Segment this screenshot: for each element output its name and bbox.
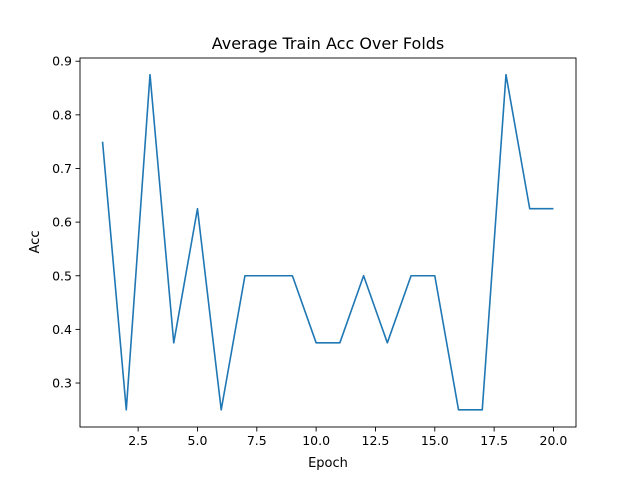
y-tick-label: 0.4 (52, 322, 72, 337)
x-axis-label: Epoch (308, 456, 348, 471)
y-axis-label: Acc (28, 231, 43, 254)
x-tick-label: 15.0 (421, 433, 449, 448)
chart-title: Average Train Acc Over Folds (212, 34, 445, 53)
x-tick-label: 20.0 (540, 433, 568, 448)
x-tick-label: 12.5 (362, 433, 390, 448)
y-tick-label: 0.3 (52, 376, 72, 391)
plot-frame (79, 57, 577, 428)
x-tick-label: 7.5 (247, 433, 267, 448)
plot-area: 2.5 5.0 7.5 10.0 12.5 15.0 17.5 20.0 0.3 0.4 0.5 0.… (52, 54, 577, 448)
y-tick-label: 0.7 (52, 161, 72, 176)
y-tick-label: 0.9 (52, 54, 72, 69)
series-line-0 (101, 73, 554, 411)
x-tick-label: 10.0 (302, 433, 330, 448)
x-tick-label: 5.0 (188, 433, 208, 448)
x-tick-label: 2.5 (128, 433, 148, 448)
x-tick-label: 17.5 (480, 433, 508, 448)
y-tick-label: 0.5 (52, 268, 72, 283)
y-tick-label: 0.8 (52, 107, 72, 122)
y-tick-label: 0.6 (52, 215, 72, 230)
